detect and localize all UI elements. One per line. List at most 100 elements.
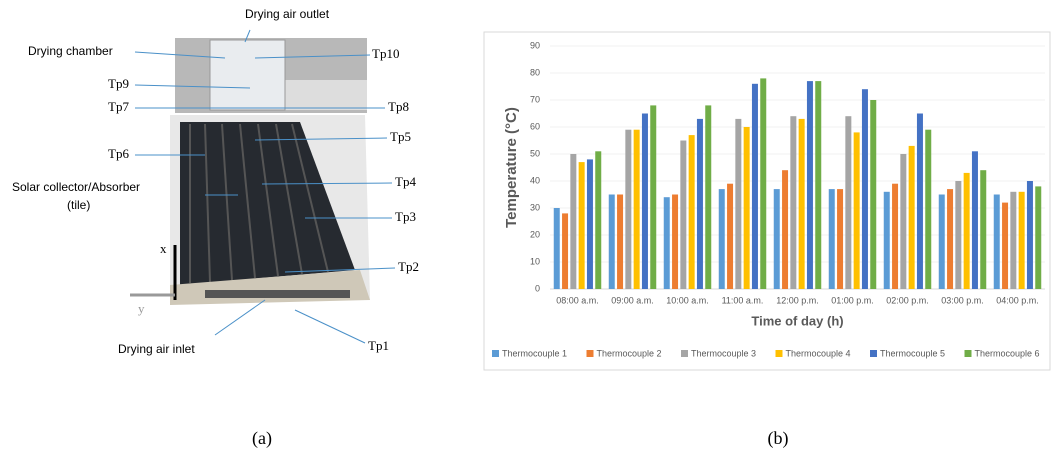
bar bbox=[815, 81, 821, 289]
bar bbox=[642, 114, 648, 290]
bar bbox=[719, 189, 725, 289]
bar bbox=[650, 105, 656, 289]
photo-label: Drying air outlet bbox=[245, 7, 330, 21]
legend-label: Thermocouple 3 bbox=[691, 348, 756, 358]
photo-label: Tp6 bbox=[108, 146, 129, 161]
bar bbox=[625, 130, 631, 289]
bar bbox=[884, 192, 890, 289]
bar bbox=[1002, 203, 1008, 289]
bar bbox=[579, 162, 585, 289]
x-tick-label: 08:00 a.m. bbox=[556, 295, 599, 305]
panel-label: (a) bbox=[252, 428, 272, 449]
bar bbox=[680, 141, 686, 290]
bar bbox=[689, 135, 695, 289]
bar bbox=[735, 119, 741, 289]
bar bbox=[554, 208, 560, 289]
bar bbox=[782, 170, 788, 289]
y-tick-label: 70 bbox=[530, 94, 540, 104]
legend-swatch bbox=[870, 350, 877, 357]
bar bbox=[955, 181, 961, 289]
x-tick-label: 04:00 p.m. bbox=[996, 295, 1039, 305]
bar bbox=[570, 154, 576, 289]
x-tick-label: 03:00 p.m. bbox=[941, 295, 984, 305]
bar bbox=[964, 173, 970, 289]
bar bbox=[1035, 186, 1041, 289]
bar bbox=[900, 154, 906, 289]
x-tick-label: 10:00 a.m. bbox=[666, 295, 709, 305]
x-tick-label: 11:00 a.m. bbox=[722, 295, 764, 305]
bar bbox=[862, 89, 868, 289]
bar bbox=[727, 184, 733, 289]
x-tick-label: 09:00 a.m. bbox=[611, 295, 654, 305]
bar bbox=[617, 195, 623, 290]
y-tick-label: 0 bbox=[535, 283, 540, 293]
legend-swatch bbox=[587, 350, 594, 357]
bar bbox=[892, 184, 898, 289]
bar bbox=[664, 197, 670, 289]
bar bbox=[829, 189, 835, 289]
bar bbox=[744, 127, 750, 289]
bar bbox=[1019, 192, 1025, 289]
drying-chamber bbox=[210, 40, 285, 110]
y-tick-label: 80 bbox=[530, 67, 540, 77]
y-tick-label: 60 bbox=[530, 121, 540, 131]
photo-label: Tp5 bbox=[390, 129, 411, 144]
legend-label: Thermocouple 5 bbox=[880, 348, 945, 358]
bar bbox=[807, 81, 813, 289]
figure: Drying air outlet Drying chamber Tp10 Tp… bbox=[0, 0, 1052, 461]
legend-label: Thermocouple 2 bbox=[597, 348, 662, 358]
bar bbox=[634, 130, 640, 289]
legend-swatch bbox=[681, 350, 688, 357]
photo-label: Tp10 bbox=[372, 46, 399, 61]
photo-label: x bbox=[160, 241, 167, 256]
legend-label: Thermocouple 6 bbox=[975, 348, 1040, 358]
x-axis-title: Time of day (h) bbox=[751, 313, 843, 328]
photo-label: Tp2 bbox=[398, 259, 419, 274]
legend-label: Thermocouple 4 bbox=[786, 348, 851, 358]
legend-swatch bbox=[776, 350, 783, 357]
panel-label: (b) bbox=[768, 428, 789, 449]
bar bbox=[752, 84, 758, 289]
legend-swatch bbox=[965, 350, 972, 357]
inlet-slot bbox=[205, 290, 350, 298]
y-tick-label: 30 bbox=[530, 202, 540, 212]
photo-label: Tp7 bbox=[108, 99, 129, 114]
legend-label: Thermocouple 1 bbox=[502, 348, 567, 358]
x-tick-label: 02:00 p.m. bbox=[886, 295, 929, 305]
y-axis-title: Temperature (°C) bbox=[503, 107, 520, 228]
bar bbox=[870, 100, 876, 289]
photo-label: Drying chamber bbox=[28, 44, 113, 58]
bar bbox=[799, 119, 805, 289]
bar bbox=[947, 189, 953, 289]
photo bbox=[130, 30, 395, 343]
photo-label: (tile) bbox=[67, 198, 90, 212]
x-tick-label: 12:00 p.m. bbox=[776, 295, 819, 305]
bar bbox=[697, 119, 703, 289]
bar bbox=[790, 116, 796, 289]
bar bbox=[972, 151, 978, 289]
bar bbox=[760, 78, 766, 289]
legend-swatch bbox=[492, 350, 499, 357]
photo-label: Tp9 bbox=[108, 76, 129, 91]
bar bbox=[705, 105, 711, 289]
bar bbox=[845, 116, 851, 289]
bar bbox=[595, 151, 601, 289]
bar bbox=[1010, 192, 1016, 289]
photo-label: Tp3 bbox=[395, 209, 416, 224]
y-tick-label: 20 bbox=[530, 229, 540, 239]
bar bbox=[854, 132, 860, 289]
x-tick-label: 01:00 p.m. bbox=[831, 295, 874, 305]
bar bbox=[909, 146, 915, 289]
y-tick-label: 40 bbox=[530, 175, 540, 185]
photo-label: Tp8 bbox=[388, 99, 409, 114]
photo-label: Tp1 bbox=[368, 338, 389, 353]
photo-label: Drying air inlet bbox=[118, 342, 195, 356]
roof bbox=[285, 80, 367, 110]
photo-label: y bbox=[138, 301, 145, 316]
bar bbox=[994, 195, 1000, 290]
bar bbox=[672, 195, 678, 290]
bar bbox=[980, 170, 986, 289]
bar bbox=[609, 195, 615, 290]
bar bbox=[1027, 181, 1033, 289]
y-tick-label: 90 bbox=[530, 40, 540, 50]
